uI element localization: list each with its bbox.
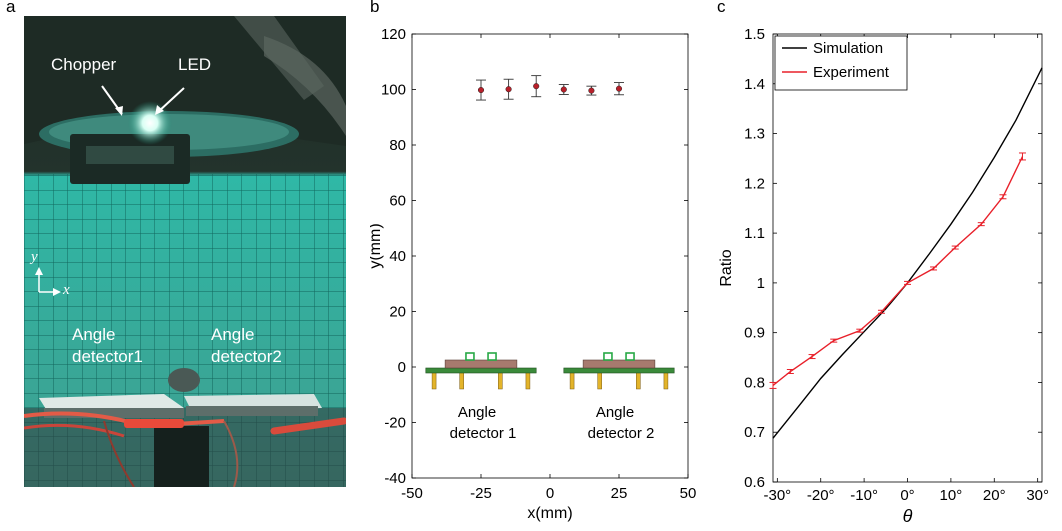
y-tick-label: 80 bbox=[389, 137, 406, 154]
data-point bbox=[560, 86, 567, 93]
series-line-simulation bbox=[772, 67, 1043, 439]
detector-annotation-line1: Angle bbox=[458, 404, 496, 421]
label-axis-y: y bbox=[31, 249, 38, 265]
x-tick-label: -50 bbox=[401, 485, 423, 502]
legend-box bbox=[774, 35, 908, 91]
chart-ratio: -30° -20° -10° 0° 10° 20° 30° 0.6 0.7 0.8 0.9 1 1.1 1… bbox=[718, 26, 1049, 526]
y-tick-label: 100 bbox=[381, 82, 406, 99]
detector-pin bbox=[569, 370, 575, 390]
y-tick-label: 20 bbox=[389, 304, 406, 321]
detector-pin bbox=[663, 370, 669, 390]
y-axis-label: y(mm) bbox=[370, 223, 384, 268]
label-detector2-line2: detector2 bbox=[211, 347, 282, 366]
detector-annotation-line2: detector 2 bbox=[588, 425, 655, 442]
x-tick-label: -20° bbox=[807, 487, 835, 504]
x-tick-label: -10° bbox=[850, 487, 878, 504]
detector-sensor bbox=[465, 352, 475, 361]
y-tick-label: 0.8 bbox=[744, 374, 765, 391]
y-tick-label: -40 bbox=[384, 470, 406, 487]
panel-letter-b: b bbox=[370, 0, 380, 16]
label-chopper: Chopper bbox=[51, 55, 117, 74]
detector-annotation-line1: Angle bbox=[596, 404, 634, 421]
y-tick-label: 1.3 bbox=[744, 126, 765, 143]
y-tick-label: 0 bbox=[398, 359, 406, 376]
legend-label: Simulation bbox=[813, 40, 883, 57]
x-tick-label: 25 bbox=[611, 485, 628, 502]
detector-board bbox=[425, 367, 537, 374]
series-line-experiment bbox=[772, 156, 1024, 386]
y-tick-label: 1.5 bbox=[744, 26, 765, 43]
x-tick-label: 0° bbox=[900, 487, 914, 504]
detector-sensor bbox=[603, 352, 613, 361]
detector-pin bbox=[525, 370, 531, 390]
label-detector1-line1: Angle bbox=[72, 325, 116, 344]
label-axis-x: x bbox=[63, 282, 70, 298]
detector-pin bbox=[431, 370, 437, 390]
y-tick-label: 0.9 bbox=[744, 325, 765, 342]
x-tick-label: 50 bbox=[680, 485, 697, 502]
experiment-photo: Chopper LED y x Angle detector1 Angle de… bbox=[24, 16, 346, 487]
plot-frame bbox=[772, 33, 1043, 483]
data-point bbox=[588, 87, 595, 94]
x-tick-label: 20° bbox=[983, 487, 1006, 504]
x-tick-label: 10° bbox=[940, 487, 963, 504]
data-point bbox=[533, 83, 540, 90]
panel-letter-c: c bbox=[717, 0, 726, 16]
label-detector1-line2: detector1 bbox=[72, 347, 143, 366]
chart-position: -50 -25 0 25 50 -40 -20 0 20 40 60 80 100 120 x(mm) y(m… bbox=[370, 26, 697, 522]
y-tick-label: 60 bbox=[389, 193, 406, 210]
y-tick-label: 0.7 bbox=[744, 424, 765, 441]
legend-label: Experiment bbox=[813, 64, 890, 81]
arrow-led bbox=[157, 87, 185, 113]
y-tick-label: 40 bbox=[389, 248, 406, 265]
y-tick-label: 1 bbox=[757, 275, 765, 292]
x-axis-label: θ bbox=[903, 506, 913, 526]
x-tick-label: 30° bbox=[1026, 487, 1049, 504]
detector-pin bbox=[597, 370, 602, 390]
x-axis-label: x(mm) bbox=[527, 505, 572, 522]
panel-letter-a: a bbox=[6, 0, 16, 16]
plot-frame bbox=[411, 33, 689, 479]
x-tick-label: -25 bbox=[470, 485, 492, 502]
detector-annotation-line2: detector 1 bbox=[450, 425, 517, 442]
y-tick-label: -20 bbox=[384, 415, 406, 432]
y-axis-label: Ratio bbox=[718, 249, 735, 286]
y-tick-label: 1.1 bbox=[744, 225, 765, 242]
y-tick-label: 0.6 bbox=[744, 474, 765, 491]
label-led: LED bbox=[178, 55, 212, 74]
detector-sensor bbox=[625, 352, 635, 361]
detector-pin bbox=[498, 370, 503, 390]
x-tick-label: 0 bbox=[546, 485, 554, 502]
detector-pin bbox=[459, 370, 464, 390]
y-tick-label: 120 bbox=[381, 26, 406, 43]
photo-drawing bbox=[24, 16, 346, 487]
x-tick-label: -30° bbox=[763, 487, 791, 504]
y-tick-label: 1.4 bbox=[744, 76, 765, 93]
detector-chip bbox=[444, 359, 518, 369]
detector-pin bbox=[636, 370, 641, 390]
label-detector2-line1: Angle bbox=[211, 325, 255, 344]
data-point bbox=[505, 86, 512, 93]
detector-sensor bbox=[487, 352, 497, 361]
y-tick-label: 1.2 bbox=[744, 175, 765, 192]
detector-board bbox=[563, 367, 675, 374]
data-point bbox=[477, 87, 485, 94]
detector-chip bbox=[582, 359, 656, 369]
led-glow bbox=[128, 101, 172, 145]
data-point bbox=[615, 85, 623, 92]
probe-red bbox=[270, 417, 346, 435]
